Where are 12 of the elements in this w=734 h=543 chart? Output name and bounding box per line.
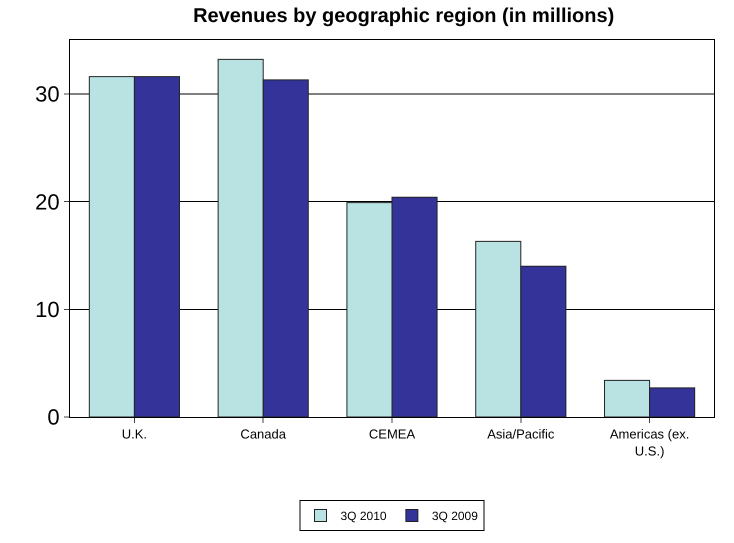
y-tick-label: 30 [35,82,60,107]
legend-label: 3Q 2010 [340,509,387,524]
x-tick-label: U.K. [122,426,148,442]
chart-title: Revenues by geographic region (in millions) [193,5,614,28]
legend-label: 3Q 2009 [432,509,478,524]
x-tick-label: Americas (ex. U.S.) [610,426,690,458]
x-tick-label: Canada [240,426,287,442]
y-tick-label: 20 [35,189,60,214]
x-tick-label: CEMEA [368,426,416,442]
y-tick-label: 10 [35,296,60,322]
y-tick-label: 0 [47,404,60,430]
x-tick-label: Asia/Pacific [487,426,555,442]
